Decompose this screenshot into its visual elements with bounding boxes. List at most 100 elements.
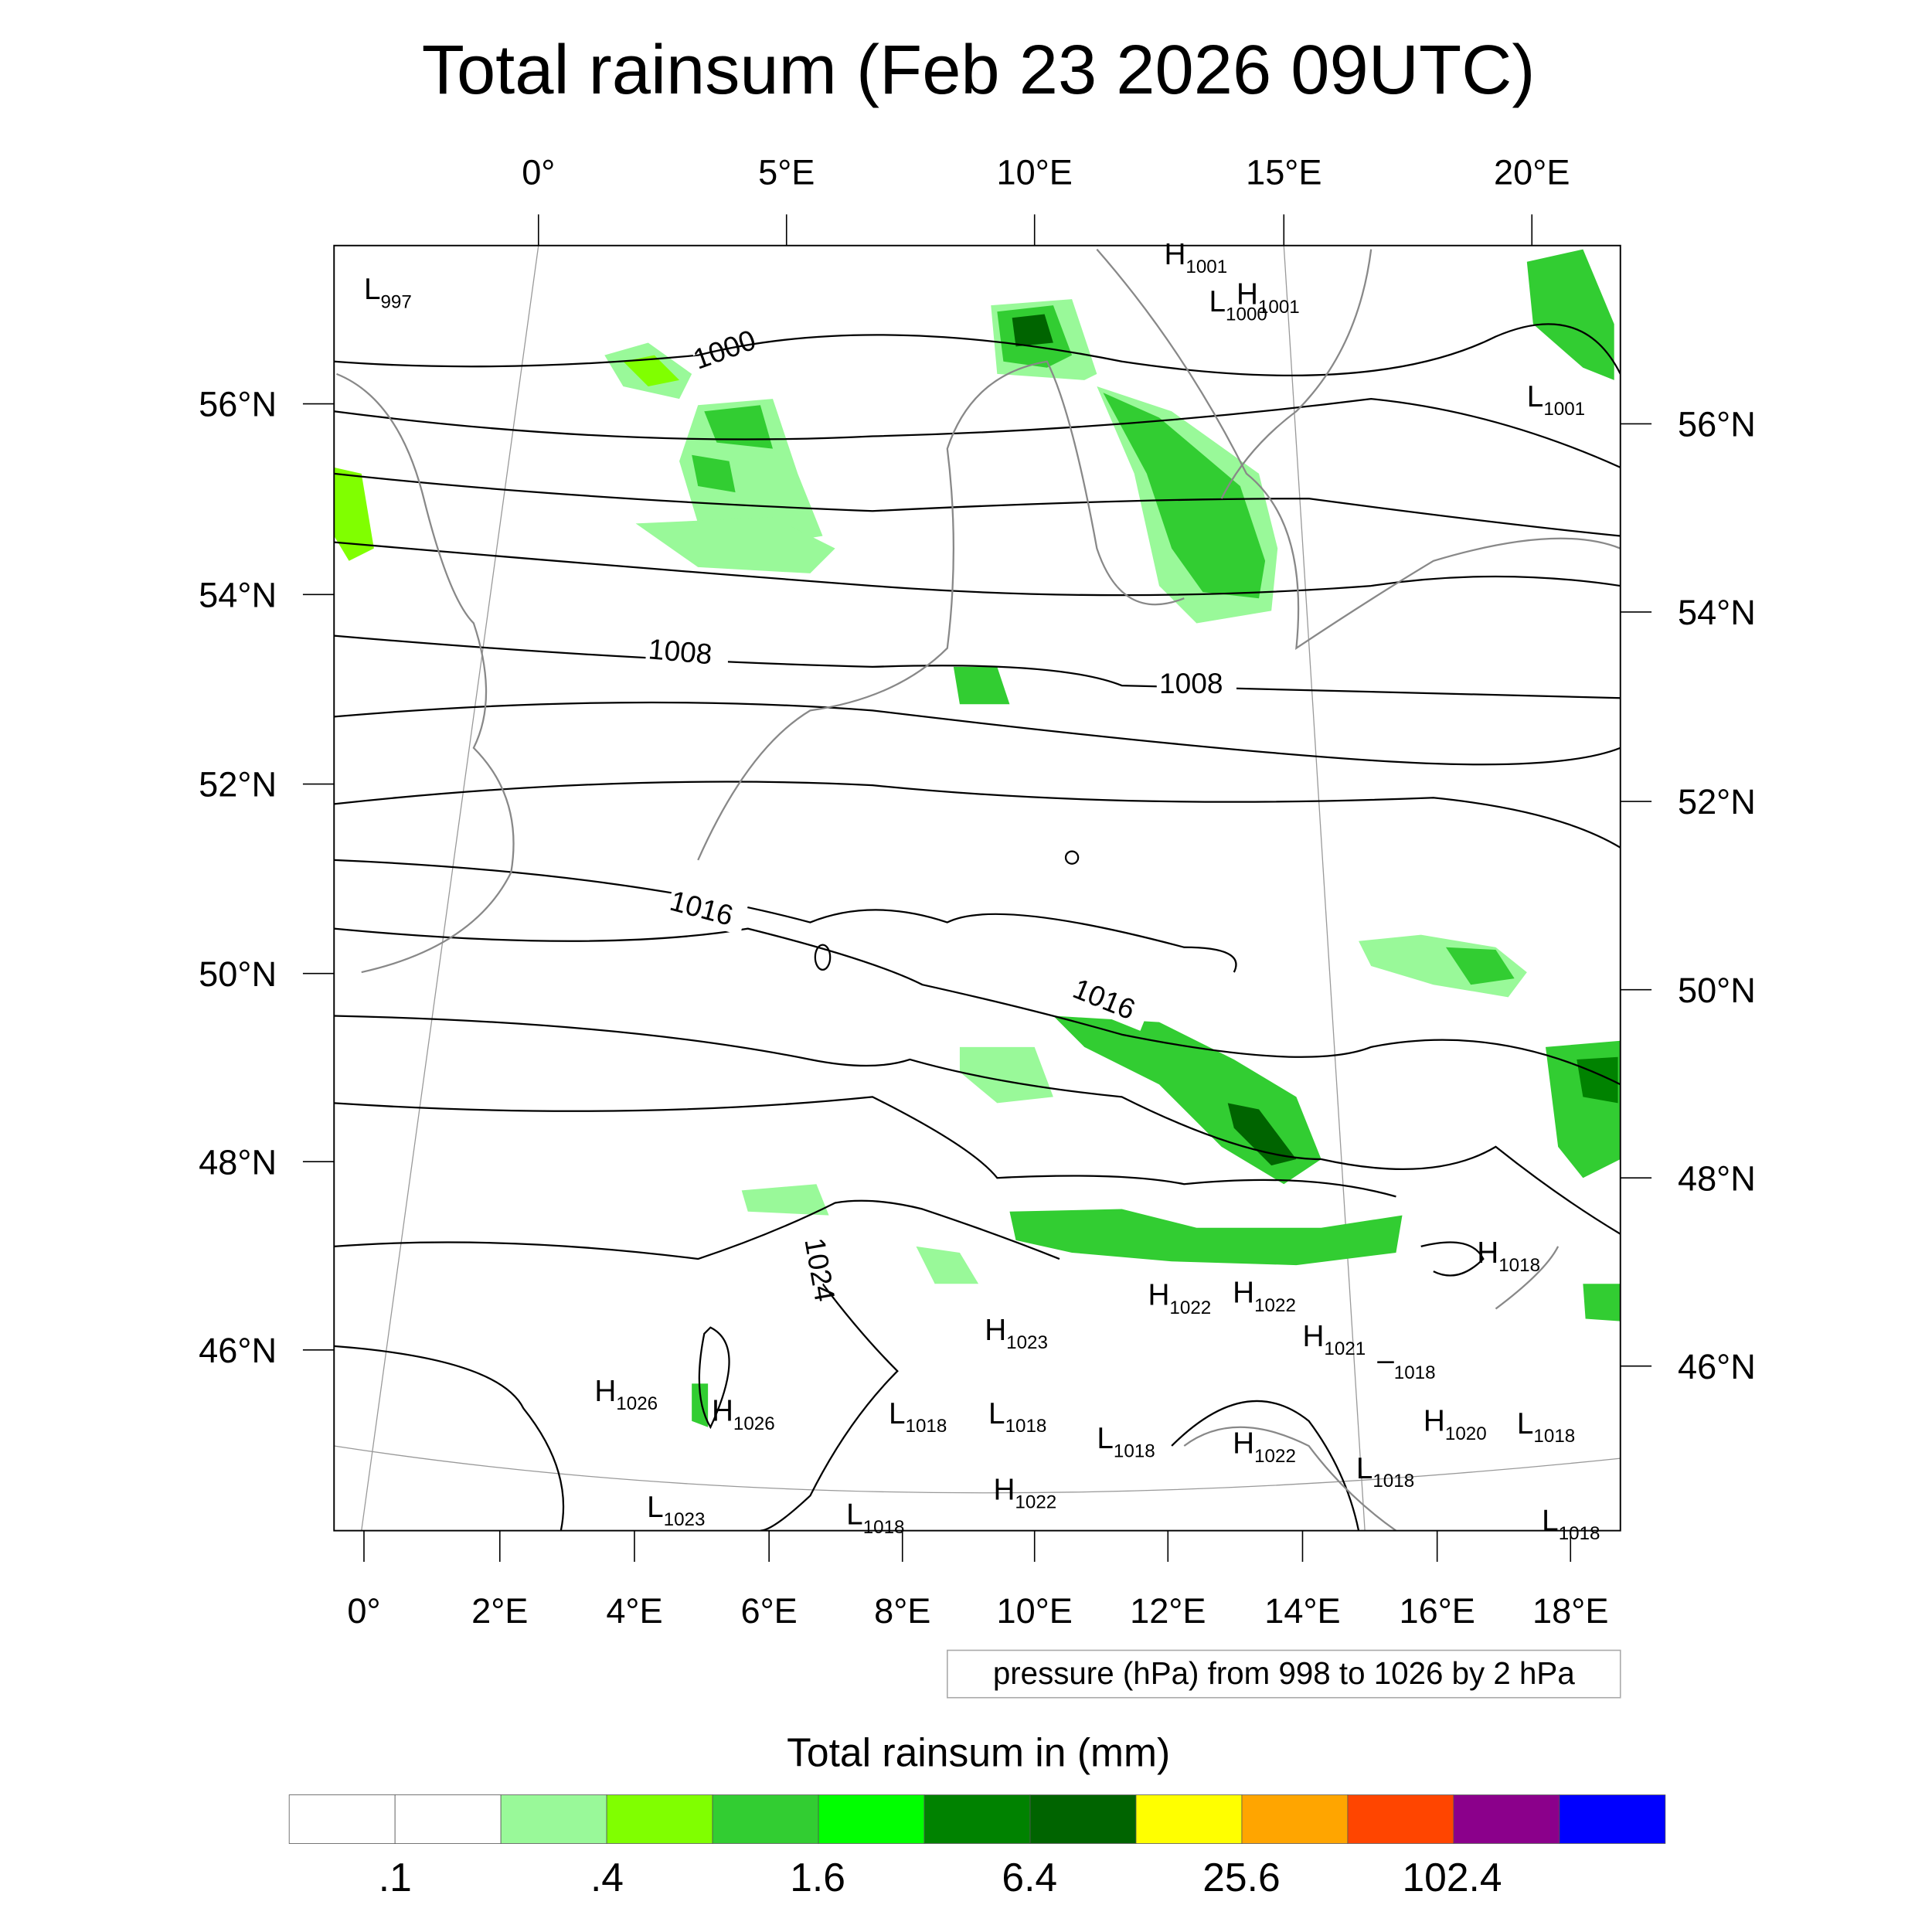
rain-cell <box>953 666 1010 705</box>
rain-cell <box>916 1246 979 1284</box>
colorbar-label: 25.6 <box>1202 1855 1280 1900</box>
tick-label: 54°N <box>199 575 277 614</box>
rain-cell <box>741 1184 829 1216</box>
contour-label: 1008 <box>1159 667 1223 699</box>
tick-label: 18°E <box>1532 1591 1608 1631</box>
colorbar-swatch <box>500 1794 607 1844</box>
rain-cell <box>1103 393 1266 599</box>
pressure-center-label: L1018 <box>1356 1452 1414 1492</box>
colorbar-title: Total rainsum in (mm) <box>787 1730 1170 1774</box>
tick-label: 2°E <box>471 1591 528 1631</box>
colorbar-label: 102.4 <box>1402 1855 1502 1900</box>
colorbar-swatch <box>923 1794 1031 1844</box>
tick-label: 0° <box>347 1591 380 1631</box>
rain-cell <box>1526 249 1614 380</box>
pressure-center-label: L1018 <box>1097 1422 1155 1461</box>
pressure-center-label: L1001 <box>1527 380 1585 420</box>
tick-label: 6°E <box>741 1591 798 1631</box>
pressure-center-label: H1022 <box>1233 1276 1296 1315</box>
tick-label: 50°N <box>1678 971 1756 1010</box>
pressure-center-label: H1020 <box>1423 1405 1487 1444</box>
rain-cell <box>1012 314 1053 347</box>
tick-label: 10°E <box>997 153 1073 192</box>
tick-label: 0° <box>522 153 555 192</box>
rain-cell <box>1445 947 1515 985</box>
tick-label: 52°N <box>199 765 277 804</box>
contour-info-text: pressure (hPa) from 998 to 1026 by 2 hPa <box>993 1655 1576 1691</box>
tick-label: 56°N <box>199 385 277 424</box>
pressure-center-label: H1022 <box>1233 1427 1296 1467</box>
pressure-center-label: L1018 <box>1517 1407 1575 1447</box>
colorbar-label: 1.6 <box>790 1855 845 1900</box>
map-plot <box>333 244 1621 1532</box>
colorbar-label: .4 <box>590 1855 624 1900</box>
pressure-center-label: H1021 <box>1302 1320 1366 1359</box>
tick-label: 54°N <box>1678 593 1756 632</box>
rain-cell <box>692 454 736 493</box>
tick-label: 56°N <box>1678 405 1756 444</box>
colorbar-swatch <box>1029 1794 1137 1844</box>
colorbar-swatch <box>1559 1794 1666 1844</box>
tick-label: 20°E <box>1494 153 1570 192</box>
left-lat-labels: 56°N 54°N 52°N 50°N 48°N 46°N <box>199 385 277 1370</box>
bottom-lon-labels: 0° 2°E 4°E 6°E 8°E 10°E 12°E 14°E 16°E 1… <box>347 1591 1608 1631</box>
graticule <box>334 245 1621 1531</box>
pressure-center-label: H1023 <box>985 1314 1048 1353</box>
rain-cell <box>1009 1209 1403 1266</box>
rain-cell <box>635 517 835 573</box>
pressure-center-label: H1018 <box>1477 1236 1540 1276</box>
pressure-center-label: H1026 <box>712 1395 775 1434</box>
rain-cell <box>692 1383 709 1427</box>
tick-label: 4°E <box>606 1591 662 1631</box>
tick-marks <box>302 214 1652 1562</box>
pressure-center-label: L1018 <box>889 1397 947 1437</box>
pressure-center-label: H1022 <box>993 1473 1056 1512</box>
colorbar-label: 6.4 <box>1002 1855 1057 1900</box>
contour-info-box: pressure (hPa) from 998 to 1026 by 2 hPa <box>947 1649 1621 1699</box>
tick-label: 5°E <box>758 153 815 192</box>
pressure-center-label: L1023 <box>647 1491 705 1530</box>
colorbar-swatch <box>712 1794 819 1844</box>
right-lat-labels: 56°N 54°N 52°N 50°N 48°N 46°N <box>1678 405 1756 1386</box>
colorbar-swatch <box>394 1794 502 1844</box>
chart-title: Total rainsum (Feb 23 2026 09UTC) <box>422 31 1536 109</box>
rain-cell <box>959 1046 1053 1104</box>
rain-cell <box>334 467 374 561</box>
pressure-center-label: H1001 <box>1236 278 1300 318</box>
rain-cell <box>1227 1103 1297 1166</box>
tick-label: 46°N <box>199 1331 277 1370</box>
tick-label: 15°E <box>1246 153 1321 192</box>
pressure-center-label: L1018 <box>846 1498 904 1538</box>
coastlines <box>336 248 1621 1531</box>
pressure-center-label: –1018 <box>1377 1344 1435 1383</box>
pressure-center-label: H1001 <box>1164 238 1227 277</box>
tick-label: 8°E <box>874 1591 930 1631</box>
rain-cell <box>704 405 773 449</box>
colorbar: Total rainsum in (mm) .1 .4 1.6 6.4 25.6… <box>288 1730 1666 1900</box>
colorbar-swatch <box>288 1794 396 1844</box>
tick-label: 16°E <box>1399 1591 1475 1631</box>
pressure-center-label: L1018 <box>1542 1505 1600 1544</box>
pressure-center-label: L1018 <box>988 1397 1046 1437</box>
tick-label: 48°N <box>1678 1158 1756 1198</box>
pressure-center-label: L997 <box>364 273 412 312</box>
isobars <box>334 323 1621 1531</box>
tick-label: 46°N <box>1678 1347 1756 1386</box>
colorbar-swatch <box>1347 1794 1454 1844</box>
colorbar-swatch <box>1241 1794 1349 1844</box>
rain-fields <box>334 249 1621 1427</box>
tick-label: 10°E <box>997 1591 1073 1631</box>
tick-label: 50°N <box>199 954 277 994</box>
pressure-center-label: L1000 <box>1209 285 1267 325</box>
tick-label: 52°N <box>1678 782 1756 821</box>
pressure-center-label: H1022 <box>1148 1279 1211 1318</box>
colorbar-swatch <box>1453 1794 1560 1844</box>
colorbar-label: .1 <box>379 1855 412 1900</box>
pressure-center-label: H1026 <box>594 1375 658 1414</box>
top-lon-labels: 0° 5°E 10°E 15°E 20°E <box>522 153 1570 192</box>
tick-label: 48°N <box>199 1142 277 1182</box>
colorbar-swatch <box>1135 1794 1243 1844</box>
tick-label: 12°E <box>1130 1591 1206 1631</box>
